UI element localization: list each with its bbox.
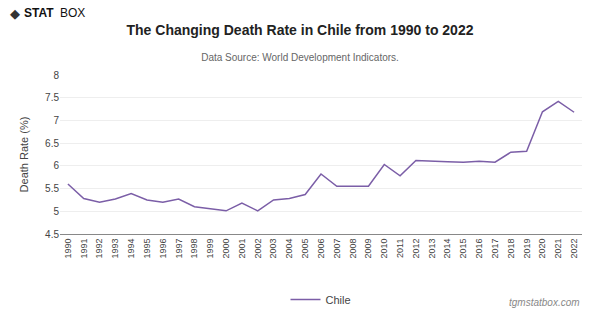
svg-text:1998: 1998 xyxy=(189,239,199,259)
svg-text:2010: 2010 xyxy=(379,239,389,259)
svg-text:2020: 2020 xyxy=(537,239,547,259)
svg-text:6: 6 xyxy=(53,160,59,171)
svg-text:1991: 1991 xyxy=(79,239,89,259)
svg-text:6.5: 6.5 xyxy=(45,138,59,149)
svg-text:2019: 2019 xyxy=(522,239,532,259)
svg-text:7: 7 xyxy=(53,115,59,126)
svg-text:1995: 1995 xyxy=(142,239,152,259)
svg-text:1992: 1992 xyxy=(94,239,104,259)
svg-text:2012: 2012 xyxy=(411,239,421,259)
svg-text:2008: 2008 xyxy=(348,239,358,259)
svg-text:1996: 1996 xyxy=(158,239,168,259)
svg-text:2002: 2002 xyxy=(253,239,263,259)
svg-text:2005: 2005 xyxy=(300,239,310,259)
svg-text:1997: 1997 xyxy=(174,239,184,259)
svg-text:tgmstatbox.com: tgmstatbox.com xyxy=(509,297,580,308)
svg-text:4.5: 4.5 xyxy=(45,229,59,240)
svg-text:2016: 2016 xyxy=(474,239,484,259)
svg-text:2006: 2006 xyxy=(316,239,326,259)
svg-text:2004: 2004 xyxy=(284,239,294,259)
svg-text:Death Rate (%): Death Rate (%) xyxy=(18,117,30,193)
svg-text:1993: 1993 xyxy=(110,239,120,259)
svg-text:2014: 2014 xyxy=(442,239,452,259)
svg-text:BOX: BOX xyxy=(60,6,85,20)
svg-text:2000: 2000 xyxy=(221,239,231,259)
svg-text:2007: 2007 xyxy=(332,239,342,259)
svg-text:Data Source: World Development: Data Source: World Development Indicator… xyxy=(201,52,399,63)
svg-text:1999: 1999 xyxy=(205,239,215,259)
svg-text:2011: 2011 xyxy=(395,239,405,258)
svg-text:The Changing Death Rate in Chi: The Changing Death Rate in Chile from 19… xyxy=(127,22,474,38)
svg-text:2013: 2013 xyxy=(427,239,437,259)
svg-text:1994: 1994 xyxy=(126,239,136,259)
svg-text:1990: 1990 xyxy=(63,239,73,259)
svg-text:2018: 2018 xyxy=(506,239,516,259)
svg-text:5: 5 xyxy=(53,206,59,217)
svg-text:2021: 2021 xyxy=(553,239,563,259)
svg-text:2015: 2015 xyxy=(458,239,468,259)
svg-text:Chile: Chile xyxy=(326,294,351,306)
svg-text:8: 8 xyxy=(53,70,59,81)
svg-text:2001: 2001 xyxy=(237,239,247,259)
svg-text:2017: 2017 xyxy=(490,239,500,259)
svg-text:7.5: 7.5 xyxy=(45,92,59,103)
svg-text:2003: 2003 xyxy=(268,239,278,259)
svg-text:2022: 2022 xyxy=(569,239,579,259)
svg-text:2009: 2009 xyxy=(363,239,373,259)
svg-text:5.5: 5.5 xyxy=(45,183,59,194)
svg-text:STAT: STAT xyxy=(24,6,54,20)
svg-text:◆: ◆ xyxy=(10,6,20,21)
